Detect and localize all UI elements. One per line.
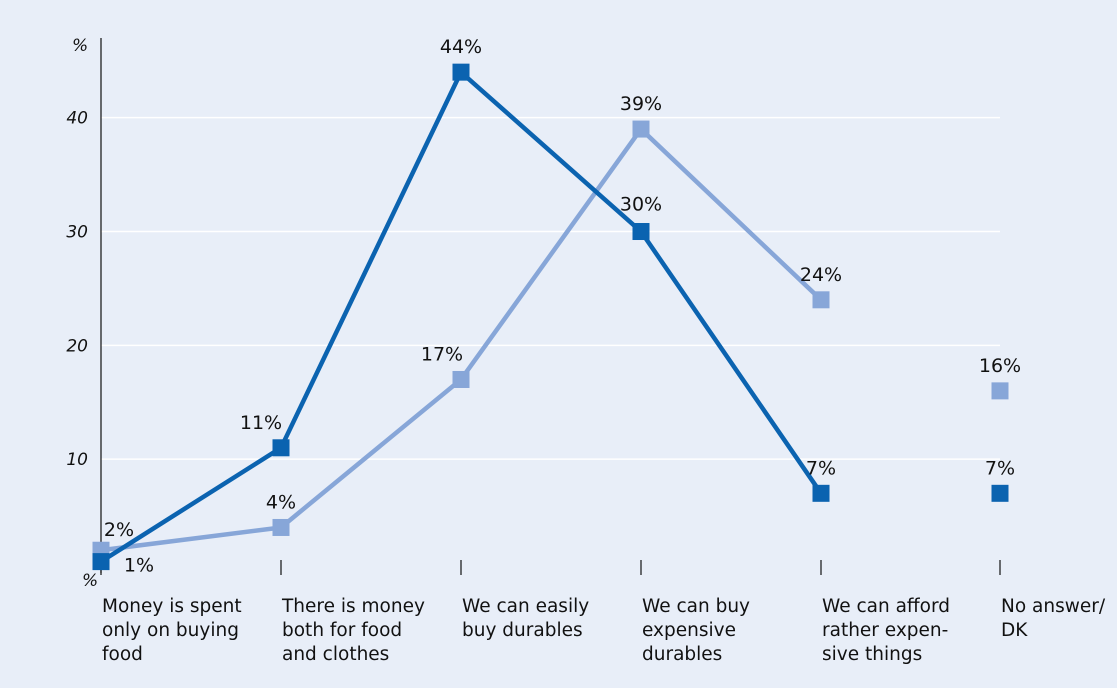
series-2-marker (272, 439, 290, 457)
series-1-data-label: 24% (800, 264, 842, 286)
series-2-data-label: 7% (985, 457, 1015, 479)
series-1-data-label: 39% (620, 93, 662, 115)
series-2-data-label: 11% (240, 412, 282, 434)
series-1-data-label: 17% (421, 343, 463, 365)
series-2-marker (991, 484, 1009, 502)
gridlines (101, 116, 1000, 460)
y-axis-unit-label: % (72, 36, 88, 56)
category-label-6: No answer/DK (1001, 596, 1106, 641)
series-line-2 (99, 69, 823, 564)
series-1-marker (812, 291, 830, 309)
y-tick-label: 30 (66, 223, 88, 243)
series-2-data-label: 30% (620, 194, 662, 216)
series-1-marker (632, 120, 650, 138)
series-2-marker (812, 484, 830, 502)
category-label-4: We can buy expensive durables (642, 596, 750, 665)
series-2-marker (92, 553, 110, 571)
series-2-data-label: 44% (440, 36, 482, 58)
series-2-marker (632, 223, 650, 241)
category-labels: Money is spent only on buying food There is… (102, 596, 1106, 665)
series-lines (92, 63, 1009, 571)
series-1-marker (991, 382, 1009, 400)
data-labels: 2% 4% 17% 39% 24% 16% 1% 11% 44% 30% 7% 7% (104, 36, 1021, 576)
y-tick-label: 20 (66, 336, 88, 356)
series-2-data-label: 1% (124, 555, 154, 577)
series-1-data-label: 2% (104, 519, 134, 541)
series-1-marker (452, 370, 470, 388)
series-2-marker (452, 63, 470, 81)
series-1-data-label: 4% (266, 491, 296, 513)
category-label-1: Money is spent only on buying food (102, 596, 242, 665)
y-zero-unit-label: % (82, 571, 98, 591)
category-label-2: There is money both for food and clothes (281, 596, 425, 665)
y-tick-label: 10 (66, 450, 88, 470)
axes: 10 20 30 40%% (66, 36, 1001, 591)
series-1-marker (272, 518, 290, 536)
category-label-5: We can afford rather expen-sive things (822, 596, 950, 665)
series-1-data-label: 16% (979, 355, 1021, 377)
series-2-data-label: 7% (806, 457, 836, 479)
category-label-3: We can easily buy durables (462, 596, 589, 641)
y-tick-label: 40 (66, 109, 88, 129)
